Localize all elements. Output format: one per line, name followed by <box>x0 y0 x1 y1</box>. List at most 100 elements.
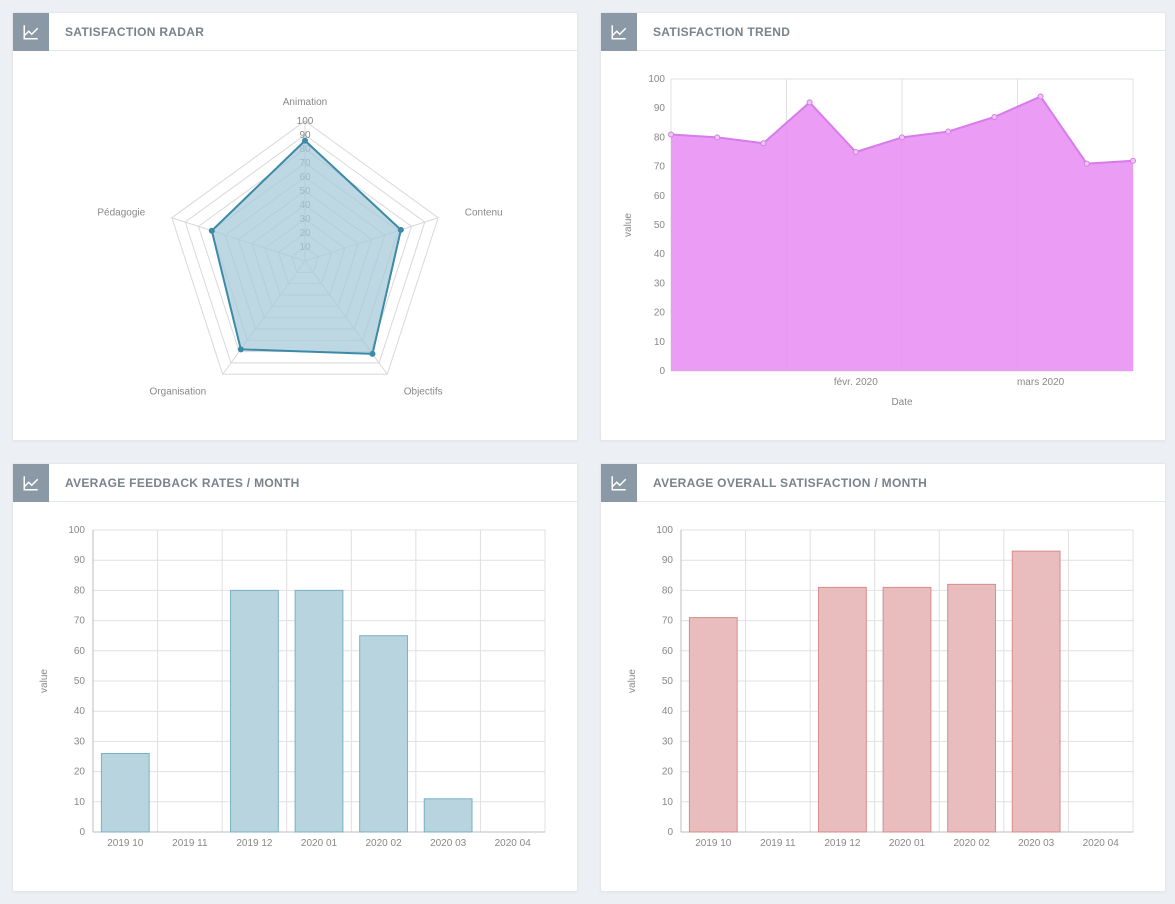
bar-y-tick: 60 <box>74 646 86 657</box>
bar-y-tick: 70 <box>74 616 86 627</box>
trend-point <box>1038 94 1043 99</box>
bar <box>948 584 996 832</box>
radar-axis-label: Contenu <box>465 208 503 219</box>
panel-title: AVERAGE FEEDBACK RATES / MONTH <box>49 476 300 490</box>
bar <box>424 799 472 832</box>
bar-x-tick: 2020 03 <box>430 838 467 849</box>
trend-y-tick: 80 <box>654 132 666 143</box>
bar <box>360 636 408 832</box>
trend-point <box>853 150 858 155</box>
bar-y-tick: 10 <box>662 797 674 808</box>
trend-point <box>715 135 720 140</box>
bar-y-tick: 10 <box>74 797 86 808</box>
bar-y-tick: 100 <box>656 525 673 536</box>
bar-y-tick: 100 <box>68 525 85 536</box>
dashboard-grid: SATISFACTION RADAR Animation Contenu Objec… <box>12 12 1163 892</box>
trend-point <box>669 132 674 137</box>
radar-data-point <box>369 351 375 357</box>
panel-satisfaction-trend: SATISFACTION TREND 10 20 30 40 50 60 70 80 90 100… <box>600 12 1166 441</box>
trend-point <box>992 114 997 119</box>
trend-point <box>761 141 766 146</box>
bar-y-tick: 70 <box>662 616 674 627</box>
trend-y-tick: 60 <box>654 191 666 202</box>
trend-y-tick: 20 <box>654 308 666 319</box>
panel-title: AVERAGE OVERALL SATISFACTION / MONTH <box>637 476 927 490</box>
bar-y-tick: 50 <box>74 676 86 687</box>
trend-y-tick: 100 <box>648 74 665 85</box>
bar <box>819 587 867 832</box>
trend-y-tick: 0 <box>659 366 665 377</box>
trend-x-label: Date <box>891 397 913 408</box>
bar-y-tick: 40 <box>662 706 674 717</box>
bar-y-label: value <box>627 669 638 693</box>
radar-axis-label: Pédagogie <box>97 208 145 219</box>
bar-x-tick: 2020 04 <box>495 838 532 849</box>
bar-y-tick: 80 <box>74 585 86 596</box>
bar <box>231 590 279 832</box>
bar-x-tick: 2020 02 <box>953 838 990 849</box>
bar-x-tick: 2019 12 <box>824 838 861 849</box>
trend-point <box>900 135 905 140</box>
bar <box>1012 551 1060 832</box>
trend-x-tick: mars 2020 <box>1017 377 1065 388</box>
trend-y-tick: 90 <box>654 103 666 114</box>
bar-y-tick: 20 <box>74 767 86 778</box>
panel-header: AVERAGE OVERALL SATISFACTION / MONTH <box>601 464 1165 502</box>
trend-y-tick: 70 <box>654 162 666 173</box>
trend-y-tick: 10 <box>654 337 666 348</box>
bar-x-tick: 2019 11 <box>172 838 208 849</box>
bar-x-tick: 2020 04 <box>1083 838 1120 849</box>
overall-bar-chart: 0102030405060708090100value2019 102019 1… <box>613 512 1153 872</box>
bar-y-tick: 0 <box>79 827 85 838</box>
bar <box>689 618 737 832</box>
bar-y-tick: 90 <box>662 555 674 566</box>
bar-x-tick: 2019 10 <box>107 838 144 849</box>
bar <box>295 590 343 832</box>
radar-axis-label: Organisation <box>150 386 207 397</box>
trend-y-tick: 30 <box>654 278 666 289</box>
bar-y-tick: 30 <box>662 736 674 747</box>
bar-y-tick: 40 <box>74 706 86 717</box>
panel-feedback-rates: AVERAGE FEEDBACK RATES / MONTH 0 10 20 30 40… <box>12 463 578 892</box>
trend-x-tick: févr. 2020 <box>834 377 878 388</box>
panel-title: SATISFACTION TREND <box>637 25 790 39</box>
trend-point <box>1084 161 1089 166</box>
panel-body: 10 20 30 40 50 60 70 80 90 100 0 value févr. 2020 mar… <box>601 51 1165 440</box>
trend-y-tick: 50 <box>654 220 666 231</box>
radar-data-point <box>398 227 404 233</box>
bar-x-tick: 2020 03 <box>1018 838 1055 849</box>
radar-axis-label: Animation <box>283 97 327 108</box>
panel-body: 0102030405060708090100value2019 102019 1… <box>601 502 1165 891</box>
trend-point <box>946 129 951 134</box>
radar-axis-label: Objectifs <box>404 386 443 397</box>
panel-header: SATISFACTION TREND <box>601 13 1165 51</box>
bar-y-tick: 20 <box>662 767 674 778</box>
bar-y-tick: 0 <box>667 827 673 838</box>
radar-data-area <box>212 141 401 354</box>
panel-overall-satisfaction: AVERAGE OVERALL SATISFACTION / MONTH 0 10… <box>600 463 1166 892</box>
panel-title: SATISFACTION RADAR <box>49 25 204 39</box>
bar-y-label: value <box>39 669 50 693</box>
trend-point <box>1131 158 1136 163</box>
panel-header: SATISFACTION RADAR <box>13 13 577 51</box>
bar-x-tick: 2020 01 <box>889 838 926 849</box>
radar-data-point <box>302 138 308 144</box>
radar-ring-label: 100 <box>297 116 314 127</box>
bar-y-tick: 90 <box>74 555 86 566</box>
trend-y-tick: 40 <box>654 249 666 260</box>
bar-y-tick: 30 <box>74 736 86 747</box>
radar-chart: Animation Contenu Objectifs Organisation Péd… <box>25 61 565 421</box>
trend-chart: 10 20 30 40 50 60 70 80 90 100 0 value févr. 2020 mar… <box>613 61 1153 421</box>
bar <box>101 753 149 832</box>
chart-line-icon <box>601 13 637 51</box>
bar-y-tick: 60 <box>662 646 674 657</box>
trend-point <box>807 100 812 105</box>
chart-line-icon <box>13 13 49 51</box>
panel-satisfaction-radar: SATISFACTION RADAR Animation Contenu Objec… <box>12 12 578 441</box>
chart-line-icon <box>13 464 49 502</box>
bar-x-tick: 2020 01 <box>301 838 338 849</box>
bar-x-tick: 2019 11 <box>760 838 796 849</box>
bar <box>883 587 931 832</box>
radar-data-point <box>209 228 215 234</box>
trend-y-label: value <box>623 213 634 237</box>
